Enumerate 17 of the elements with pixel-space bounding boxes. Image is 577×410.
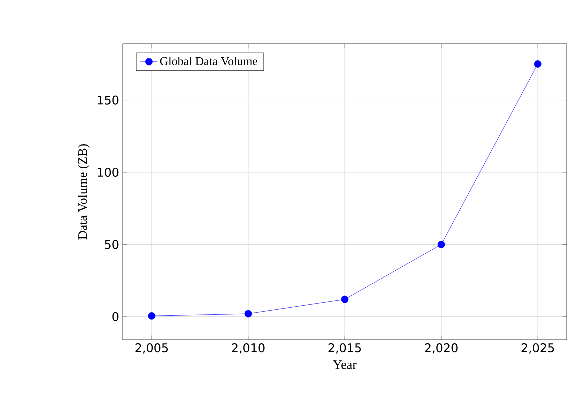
y-tick-label: 100 bbox=[98, 168, 119, 178]
x-tick-label: 2,025 bbox=[522, 344, 554, 354]
y-tick-label: 50 bbox=[105, 240, 119, 250]
point bbox=[438, 241, 446, 248]
x-tick-label: 2,015 bbox=[328, 344, 362, 354]
x-tick-label: 2,010 bbox=[232, 344, 265, 354]
point bbox=[341, 296, 349, 304]
point bbox=[534, 60, 542, 68]
x-axis-title: Year bbox=[333, 360, 357, 370]
y-tick-label: 150 bbox=[98, 96, 119, 105]
x-tick-label: 2,005 bbox=[136, 344, 168, 354]
point bbox=[148, 312, 156, 320]
x-tick-label: 2,020 bbox=[425, 344, 458, 354]
y-axis-title: Data Volume (ZB) bbox=[78, 144, 90, 240]
y-tick-label: 0 bbox=[112, 312, 119, 322]
legend-label: Global Data Volume bbox=[160, 57, 258, 66]
point bbox=[244, 310, 252, 318]
